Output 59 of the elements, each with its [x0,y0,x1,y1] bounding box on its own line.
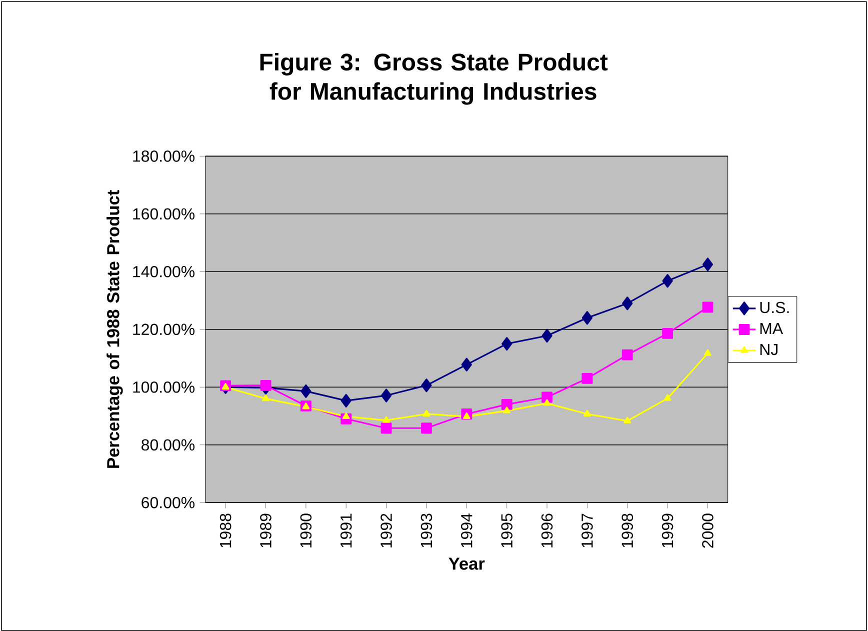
y-tick-label: 120.00% [133,324,194,336]
point [702,302,714,313]
point [342,412,350,420]
y-tick-label: 60.00% [142,496,194,508]
point [380,422,392,434]
point [501,399,512,410]
point [622,349,633,360]
y-tick-label: 160.00% [133,208,194,220]
y-tick-label: 80.00% [142,439,194,451]
point [622,296,633,310]
point [582,311,592,325]
point [422,410,430,416]
point [702,258,714,272]
point [543,399,551,406]
point [662,328,674,339]
point [382,416,390,423]
chart-title: Figure 3: Gross State Product for Manufacturing Industries [260,53,608,105]
point [502,337,512,351]
x-tick-label: 2000 [702,514,714,548]
y-tick-label: 180.00% [133,150,194,162]
x-tick-label: 1993 [420,514,432,548]
x-axis-title: Year [448,558,485,570]
point [300,384,312,398]
point [222,383,230,390]
point [302,402,310,410]
x-tick-label: 1992 [380,514,392,548]
point [262,394,270,402]
x-tick-label: 1999 [662,514,674,548]
x-tick-label: 1989 [260,514,272,548]
point [340,394,352,408]
point [260,380,272,391]
point [503,406,511,414]
point [704,349,712,356]
x-tick-label: 1994 [460,514,472,548]
point [380,388,392,402]
point [664,394,672,401]
y-axis-title: Percentage of 1988 State Product [106,190,123,468]
x-tick-label: 1996 [541,514,553,548]
y-tick-label: 100.00% [133,382,194,393]
legend-label: MA [760,323,784,334]
point [582,373,593,384]
point [624,416,632,424]
x-tick-label: 1998 [622,514,634,548]
legend-label: U.S. [760,302,789,314]
point [421,378,432,392]
point [662,274,673,288]
x-tick-label: 1990 [300,514,312,548]
x-tick-label: 1991 [340,514,352,548]
point [462,412,470,420]
point [461,358,472,372]
point [584,410,591,416]
point [542,328,552,343]
point [542,392,552,403]
y-tick-label: 140.00% [133,266,194,278]
legend-label: NJ [760,344,778,356]
x-tick-label: 1995 [501,514,512,548]
x-tick-label: 1988 [220,514,232,548]
x-tick-label: 1997 [582,514,593,548]
point [421,422,432,434]
